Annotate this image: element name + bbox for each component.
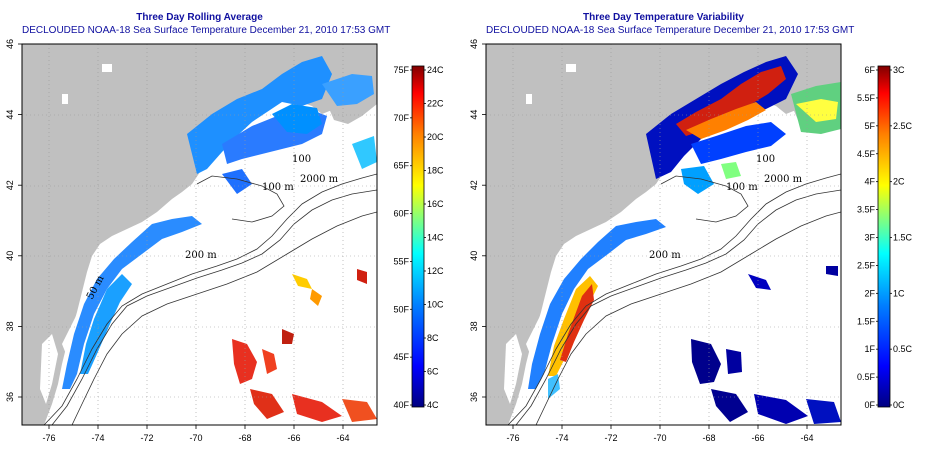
contour-label-100m: 100 m (262, 182, 294, 193)
colorbar-left-label: 1.5F (857, 316, 876, 326)
left-colorbar (411, 65, 425, 408)
right-contour-label-200m: 200 m (649, 250, 681, 261)
contour-label-100: 100 (292, 154, 311, 165)
y-tick-label: 46 (469, 39, 479, 49)
colorbar-right-label: 20C (427, 132, 444, 142)
colorbar-right-label: 16C (427, 199, 444, 209)
y-tick-label: 38 (469, 321, 479, 331)
left-sst-field (62, 56, 377, 422)
contour-label-200m: 200 m (185, 250, 217, 261)
x-tick-label: -76 (42, 433, 55, 443)
colorbar-right-label: 3C (893, 65, 905, 75)
axis-ticks: -76 -74 -72 -70 -68 -66 -64 46 44 42 40 38 36 -76 -74 -… (5, 39, 913, 443)
y-tick-label: 36 (5, 392, 15, 402)
colorbar-right-label: 6C (427, 367, 439, 377)
x-tick-label: -74 (91, 433, 104, 443)
x-tick-label: -72 (140, 433, 153, 443)
x-tick-label: -64 (800, 433, 813, 443)
x-tick-label: -72 (604, 433, 617, 443)
colorbar-left-label: 0F (864, 400, 875, 410)
colorbar-right-label: 12C (427, 266, 444, 276)
colorbar-left-label: 65F (393, 161, 409, 171)
colorbar-left-label: 2.5F (857, 260, 876, 270)
x-tick-label: -66 (751, 433, 764, 443)
colorbar-right-label: 1.5C (893, 233, 913, 243)
colorbar-right-label: 18C (427, 166, 444, 176)
colorbar-right-label: 1C (893, 288, 905, 298)
x-tick-label: -76 (506, 433, 519, 443)
right-colorbar (877, 65, 891, 408)
x-tick-label: -70 (653, 433, 666, 443)
x-tick-label: -68 (702, 433, 715, 443)
colorbar-left-label: 0.5F (857, 372, 876, 382)
left-title: Three Day Rolling Average (136, 12, 263, 23)
colorbar-left-label: 6F (864, 65, 875, 75)
x-tick-label: -74 (555, 433, 568, 443)
colorbar-left-label: 45F (393, 352, 409, 362)
right-subtitle: DECLOUDED NOAA-18 Sea Surface Temperatur… (486, 25, 855, 36)
y-tick-label: 40 (5, 251, 15, 261)
colorbar-left-label: 3.5F (857, 205, 876, 215)
left-subtitle: DECLOUDED NOAA-18 Sea Surface Temperatur… (22, 25, 391, 36)
y-tick-label: 42 (5, 180, 15, 190)
colorbar-left-label: 5.5F (857, 93, 876, 103)
colorbar-right-label: 0C (893, 400, 905, 410)
right-map: 100 100 m 2000 m 200 m (485, 43, 842, 426)
colorbar-right-label: 2.5C (893, 121, 913, 131)
right-contour-label-100: 100 (756, 154, 775, 165)
y-tick-label: 40 (469, 251, 479, 261)
x-tick-label: -70 (189, 433, 202, 443)
colorbar-right-label: 14C (427, 233, 444, 243)
colorbar-left-label: 75F (393, 65, 409, 75)
colorbar-right-label: 2C (893, 177, 905, 187)
y-tick-label: 42 (469, 180, 479, 190)
right-contour-label-2000m: 2000 m (764, 174, 803, 185)
x-tick-label: -64 (336, 433, 349, 443)
contour-label-2000m: 2000 m (300, 174, 339, 185)
colorbar-left-label: 4F (864, 177, 875, 187)
colorbar-right-label: 22C (427, 99, 444, 109)
x-tick-label: -66 (287, 433, 300, 443)
right-title: Three Day Temperature Variability (583, 12, 744, 23)
colorbar-left-label: 5F (864, 121, 875, 131)
y-tick-label: 46 (5, 39, 15, 49)
colorbar-left-label: 70F (393, 113, 409, 123)
y-tick-label: 44 (5, 110, 15, 120)
colorbar-right-label: 4C (427, 400, 439, 410)
left-map: 100 100 m 2000 m 200 m 50 m (21, 43, 378, 426)
y-tick-label: 36 (469, 392, 479, 402)
colorbar-left-label: 2F (864, 288, 875, 298)
colorbar-left-label: 4.5F (857, 149, 876, 159)
y-tick-label: 44 (469, 110, 479, 120)
colorbar-left-label: 1F (864, 344, 875, 354)
colorbar-left-label: 50F (393, 304, 409, 314)
colorbar-left-label: 60F (393, 209, 409, 219)
colorbar-right-label: 8C (427, 333, 439, 343)
y-tick-label: 38 (5, 321, 15, 331)
colorbar-left-label: 3F (864, 233, 875, 243)
x-tick-label: -68 (238, 433, 251, 443)
colorbar-right-label: 10C (427, 300, 444, 310)
colorbar-right-label: 24C (427, 65, 444, 75)
right-contour-label-100m: 100 m (726, 182, 758, 193)
colorbar-left-label: 40F (393, 400, 409, 410)
colorbar-left-label: 55F (393, 256, 409, 266)
right-variability-field (528, 56, 841, 424)
colorbar-right-label: 0.5C (893, 344, 913, 354)
